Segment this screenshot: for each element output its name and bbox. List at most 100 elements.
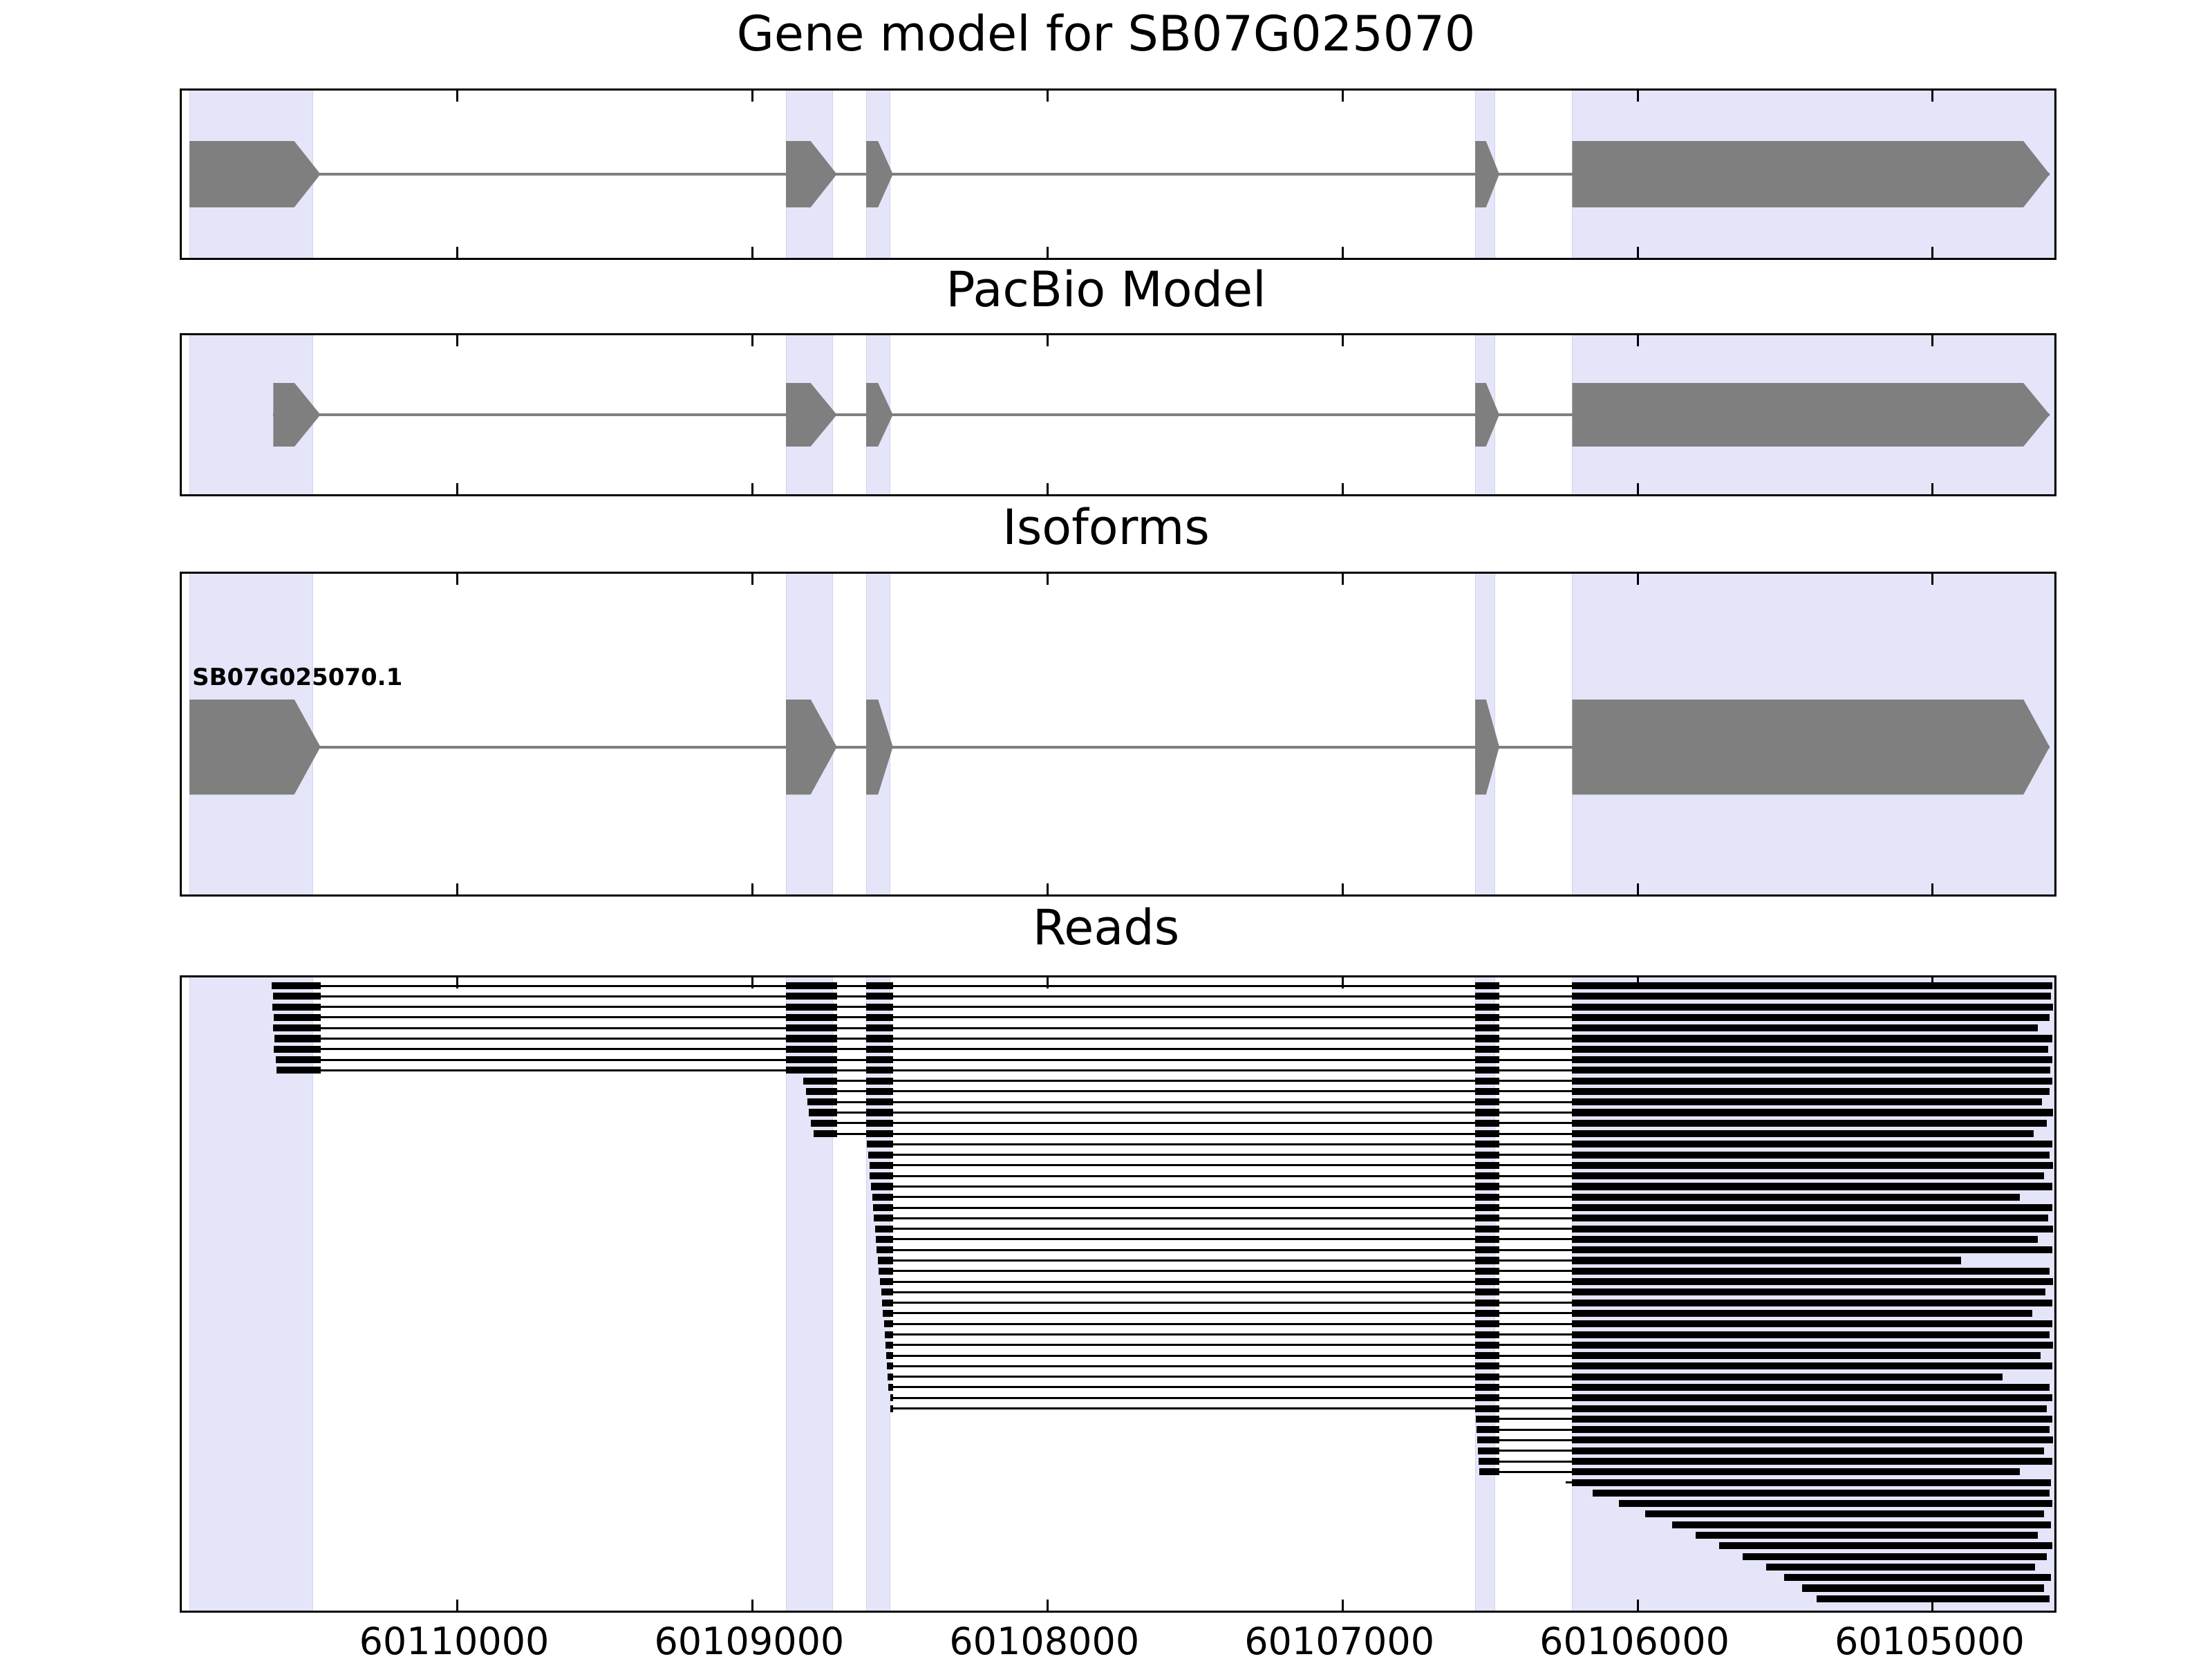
read-exon-block [275,1056,321,1064]
read-span-line [890,1396,2053,1399]
read-exon-block [882,1309,893,1317]
read-span-line [886,1354,2041,1357]
read-exon-block [1816,1595,2050,1602]
read-exon-block [885,1341,893,1349]
read-span-line [867,1143,2053,1145]
read-span-line [888,1376,2003,1378]
read-exon-block [1645,1510,2044,1518]
axis-tick-bottom [1046,247,1049,258]
read-exon-block [888,1373,893,1380]
axis-tick-bottom [1636,247,1639,258]
read-exon-block [872,1204,893,1212]
read-exon-block [1475,1341,1500,1349]
read-exon-block [1475,1320,1500,1328]
read-exon-block [876,1235,893,1243]
read-exon-block [1783,1574,2052,1582]
axis-tick-bottom [1341,247,1344,258]
read-span-line [872,1206,2053,1209]
read-exon-block [867,1141,893,1148]
read-exon-block [1475,1257,1500,1264]
read-span-line [809,1112,2054,1114]
read-exon-block [874,1215,893,1222]
read-exon-block [1475,1394,1500,1402]
read-exon-block [1572,1352,2041,1360]
x-axis-tick-label: 60105000 [1834,1620,2025,1659]
read-exon-block [274,1013,321,1021]
read-exon-block [1475,1151,1500,1159]
read-exon-block [1475,1309,1500,1317]
read-span-line [272,1006,2054,1009]
read-exon-block [1572,993,2052,1000]
read-exon-block [1475,1362,1500,1370]
read-exon-block [1572,1394,2053,1402]
read-exon-block [881,1299,893,1306]
read-exon-block [1572,1204,2053,1212]
read-exon-block [865,1119,893,1127]
read-exon-block [1572,1479,2052,1486]
read-exon-block [1572,982,2053,990]
read-exon-block [1572,1045,2049,1053]
read-span-line [870,1185,2052,1188]
exon [189,700,321,795]
read-exon-block [1695,1531,2038,1539]
axis-tick-bottom [1636,883,1639,894]
axis-tick-bottom [1341,1600,1344,1611]
read-exon-block [1572,1288,2045,1296]
read-exon-block [1572,1013,2050,1021]
exon [273,383,320,447]
read-exon-block [865,1013,893,1021]
read-exon-block [785,1003,837,1011]
axis-tick-bottom [456,1600,458,1611]
read-exon-block [881,1288,893,1296]
read-exon-block [865,1077,893,1085]
read-exon-block [878,1257,893,1264]
read-span-line [274,1016,2050,1019]
read-exon-block [1475,1383,1500,1391]
read-exon-block [1475,1130,1500,1138]
gene-model-panel [180,88,2056,260]
read-exon-block [875,1225,893,1232]
axis-tick-bottom [1341,883,1344,894]
read-exon-block [1475,1087,1500,1095]
read-exon-block [272,1003,321,1011]
read-span-line [811,1122,2047,1125]
read-exon-block [1475,1119,1500,1127]
pacbio-title: PacBio Model [946,261,1266,318]
read-exon-block [1572,1362,2052,1370]
read-span-line [273,1027,2038,1029]
read-exon-block [1572,1246,2052,1254]
read-exon-block [1475,1141,1500,1148]
read-span-line [878,1259,1962,1262]
axis-tick-top [1341,335,1344,346]
x-axis-tick-label: 60107000 [1244,1620,1435,1659]
read-exon-block [1572,1141,2053,1148]
exon [1475,700,1499,795]
read-exon-block [1572,1405,2047,1412]
read-exon-block [807,1098,837,1106]
read-exon-block [1572,1278,2054,1286]
read-exon-block [1475,1352,1500,1360]
read-exon-block [1475,1183,1500,1190]
read-exon-block [890,1405,893,1412]
x-axis-tick-label: 60108000 [949,1620,1140,1659]
read-exon-block [1475,1109,1500,1116]
read-exon-block [1572,1447,2044,1454]
axis-tick-top [1341,977,1344,988]
read-span-line [888,1386,2050,1389]
read-exon-block [1475,1215,1500,1222]
axis-tick-top [456,574,458,585]
read-exon-block [888,1383,893,1391]
read-exon-block [1572,1383,2050,1391]
read-exon-block [890,1394,893,1402]
axis-tick-bottom [1931,1600,1934,1611]
read-exon-block [1572,1183,2052,1190]
read-span-line [872,1196,2021,1199]
read-exon-block [1475,1299,1500,1306]
read-exon-block [1719,1542,2053,1550]
read-exon-block [1572,1087,2050,1095]
read-exon-block [1475,1235,1500,1243]
read-exon-block [1475,1225,1500,1232]
read-span-line [879,1270,2050,1273]
read-exon-block [879,1267,893,1275]
read-exon-block [1572,1119,2047,1127]
